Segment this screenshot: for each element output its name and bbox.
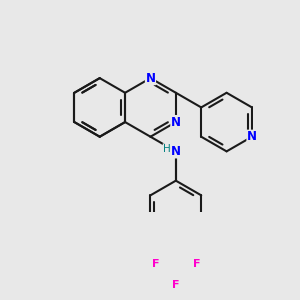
Text: N: N <box>146 72 155 85</box>
Text: H: H <box>163 144 171 154</box>
Text: F: F <box>193 259 200 269</box>
Text: F: F <box>172 280 180 290</box>
Text: N: N <box>171 145 181 158</box>
Text: F: F <box>152 259 159 269</box>
Text: N: N <box>247 130 257 143</box>
Text: N: N <box>171 116 181 129</box>
